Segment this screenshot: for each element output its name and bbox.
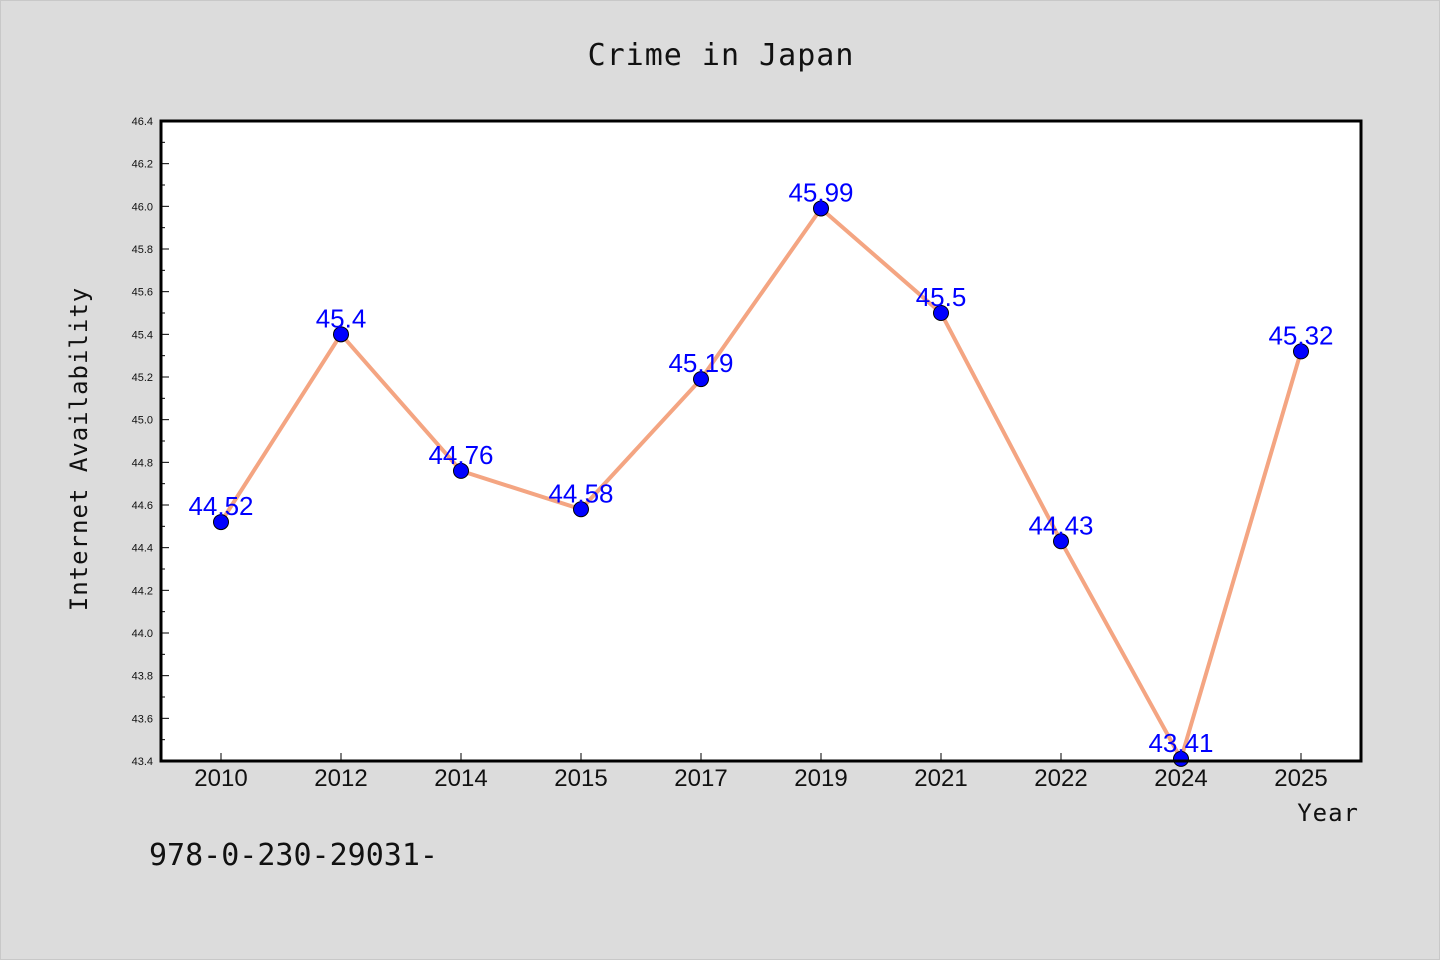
data-label: 45.5 [916,282,967,312]
data-point [213,514,229,531]
y-tick-label: 45.0 [132,415,153,427]
y-tick-label: 43.6 [132,713,153,725]
data-label: 45.99 [788,177,853,207]
data-point [573,501,589,518]
data-label: 45.19 [668,348,733,378]
y-tick-label: 44.2 [132,585,153,597]
y-tick-label: 46.4 [132,116,153,128]
y-tick-label: 45.8 [132,244,153,256]
x-tick-label: 2010 [194,765,247,792]
y-tick-label: 43.4 [132,756,153,768]
x-tick-label: 2015 [554,765,607,792]
x-tick-label: 2024 [1154,765,1207,792]
plot-frame [159,119,1363,763]
plot-area [161,121,1361,761]
data-point [453,462,469,479]
data-label: 45.32 [1268,320,1333,350]
x-tick-label: 2017 [674,765,727,792]
y-axis: 43.4 43.6 43.8 44.0 44.2 44.4 44.6 44.8 45.0 45.2… [132,116,169,768]
data-point [933,305,949,321]
x-tick-label: 2014 [434,765,487,792]
data-label: 43.41 [1148,728,1213,758]
data-point [333,326,349,343]
x-tick-label: 2022 [1034,765,1087,792]
y-tick-label: 43.8 [132,671,153,683]
y-tick-label: 45.2 [132,372,153,384]
y-tick-label: 46.0 [132,201,153,213]
x-axis-label: Year [1297,799,1359,827]
data-point [1173,750,1189,767]
x-tick-label: 2012 [314,765,367,792]
footnote-isbn: 978-0-230-29031- [149,838,438,873]
data-label: 44.52 [188,491,253,521]
y-tick-label: 45.6 [132,287,153,299]
x-tick-label: 2019 [794,765,847,792]
data-point [1293,343,1309,360]
series-layer: 44.52 45.4 44.76 44.58 45.19 45.99 45.5 44.43 43… [188,177,1334,767]
series-line [219,206,1303,761]
data-point [813,200,829,217]
data-point [1053,533,1069,550]
y-tick-label: 44.8 [132,457,153,469]
chart-title: Crime in Japan [588,38,855,73]
x-tick-label: 2025 [1274,765,1327,792]
data-label: 44.43 [1028,510,1093,540]
x-tick-label: 2021 [914,765,967,792]
data-label: 44.58 [548,478,613,508]
data-label: 45.4 [316,303,367,333]
y-tick-label: 45.4 [132,329,153,341]
data-label: 44.76 [428,440,493,470]
y-tick-label: 44.6 [132,500,153,512]
x-axis: 2010 2012 2014 2015 2017 2019 2021 2022 2024 2025 [194,753,1328,792]
data-point [693,371,709,388]
y-tick-label: 44.4 [132,543,153,555]
y-tick-label: 46.2 [132,159,153,171]
y-tick-label: 44.0 [132,628,153,640]
y-axis-label: Internet Availability [65,287,93,611]
